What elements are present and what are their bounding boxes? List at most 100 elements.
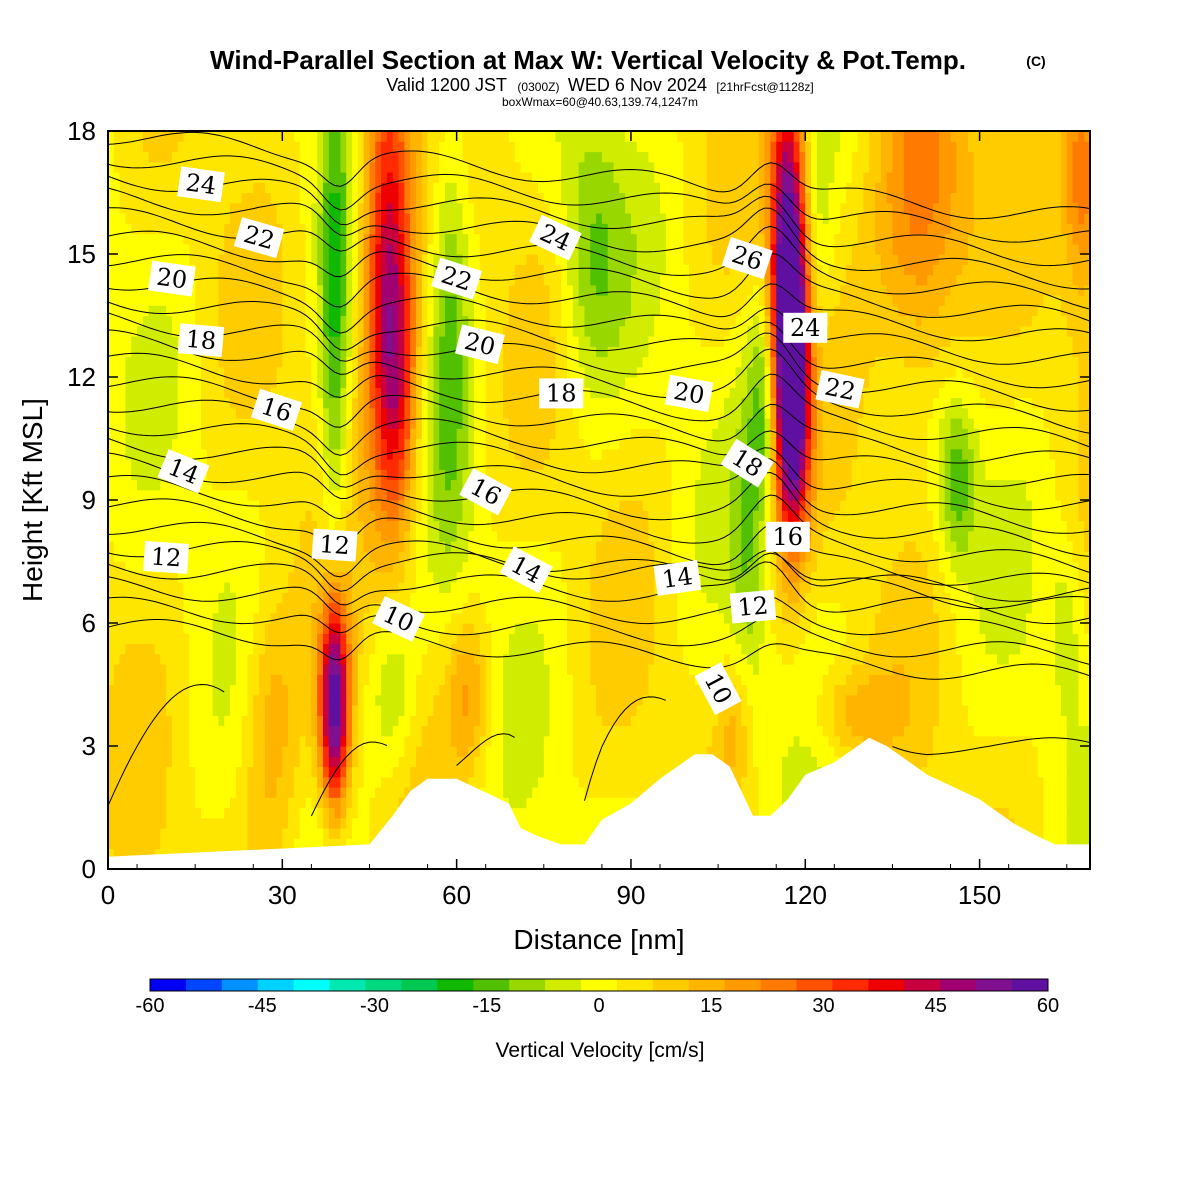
velocity-cell <box>357 131 365 142</box>
velocity-cell <box>253 807 260 819</box>
velocity-cell <box>137 756 144 768</box>
velocity-cell <box>113 438 121 450</box>
velocity-cell <box>299 161 307 173</box>
velocity-cell <box>224 530 231 542</box>
velocity-cell <box>322 510 330 522</box>
velocity-cell <box>241 243 249 255</box>
velocity-cell <box>462 633 469 645</box>
velocity-cell <box>410 674 417 686</box>
velocity-cell <box>497 192 504 204</box>
velocity-cell <box>415 571 423 583</box>
velocity-cell <box>421 315 429 327</box>
velocity-cell <box>485 141 493 153</box>
velocity-cell <box>381 305 388 317</box>
velocity-cell <box>113 623 121 634</box>
velocity-cell <box>299 315 307 327</box>
velocity-cell <box>363 336 371 347</box>
velocity-cell <box>462 756 469 768</box>
velocity-cell <box>137 469 144 481</box>
velocity-cell <box>160 643 167 655</box>
velocity-cell <box>212 541 219 552</box>
velocity-cell <box>293 479 301 491</box>
velocity-cell <box>468 418 475 429</box>
velocity-cell <box>415 428 423 440</box>
velocity-cell <box>352 254 359 265</box>
velocity-cell <box>177 797 185 809</box>
velocity-cell <box>479 520 487 532</box>
velocity-cell <box>404 438 411 450</box>
velocity-cell <box>224 602 231 614</box>
velocity-cell <box>357 828 365 839</box>
velocity-cell <box>305 592 312 604</box>
velocity-cell <box>421 397 429 409</box>
velocity-cell <box>160 151 167 163</box>
velocity-cell <box>160 776 167 788</box>
velocity-cell <box>148 612 156 624</box>
velocity-cell <box>166 295 173 306</box>
velocity-cell <box>334 674 342 686</box>
velocity-cell <box>352 787 359 798</box>
velocity-cell <box>276 295 283 306</box>
velocity-cell <box>410 489 417 501</box>
velocity-cell <box>206 797 214 809</box>
velocity-cell <box>293 459 301 470</box>
velocity-cell <box>305 807 312 819</box>
velocity-cell <box>125 407 132 419</box>
velocity-cell <box>131 295 138 306</box>
velocity-cell <box>137 448 144 460</box>
velocity-cell <box>322 592 330 604</box>
velocity-cell <box>392 202 400 214</box>
velocity-cell <box>421 715 429 727</box>
velocity-cell <box>433 151 440 163</box>
velocity-cell <box>474 705 481 716</box>
velocity-cell <box>328 346 336 358</box>
velocity-cell <box>224 161 231 173</box>
velocity-cell <box>241 131 249 142</box>
velocity-cell <box>299 233 307 245</box>
velocity-cell <box>491 325 498 337</box>
velocity-cell <box>468 448 475 460</box>
velocity-cell <box>404 346 411 358</box>
velocity-cell <box>183 664 190 675</box>
velocity-cell <box>160 530 167 542</box>
velocity-cell <box>369 664 376 675</box>
velocity-cell <box>427 674 434 686</box>
velocity-cell <box>253 356 260 368</box>
velocity-cell <box>288 182 295 194</box>
velocity-cell <box>456 530 464 542</box>
velocity-cell <box>183 192 190 204</box>
velocity-cell <box>171 725 179 737</box>
velocity-cell <box>299 684 307 696</box>
velocity-cell <box>142 489 150 501</box>
velocity-cell <box>293 530 301 542</box>
velocity-cell <box>218 459 225 470</box>
velocity-cell <box>113 602 121 614</box>
velocity-cell <box>154 202 161 214</box>
velocity-cell <box>497 428 504 440</box>
velocity-cell <box>317 264 324 276</box>
velocity-cell <box>160 428 167 440</box>
velocity-cell <box>433 223 440 235</box>
velocity-cell <box>166 571 173 583</box>
velocity-cell <box>456 500 464 511</box>
velocity-cell <box>206 643 214 655</box>
velocity-cell <box>224 633 231 645</box>
velocity-cell <box>247 131 254 142</box>
velocity-cell <box>404 397 411 409</box>
velocity-cell <box>392 766 400 778</box>
velocity-cell <box>131 674 138 686</box>
velocity-cell <box>311 817 318 829</box>
velocity-cell <box>311 448 318 460</box>
velocity-cell <box>439 489 446 501</box>
velocity-cell <box>148 192 156 204</box>
velocity-cell <box>230 571 237 583</box>
velocity-cell <box>154 377 161 388</box>
velocity-cell <box>491 315 498 327</box>
velocity-cell <box>131 397 138 409</box>
velocity-cell <box>200 776 208 788</box>
velocity-cell <box>276 643 283 655</box>
velocity-cell <box>479 172 487 183</box>
velocity-cell <box>352 182 359 194</box>
velocity-cell <box>375 315 382 327</box>
velocity-cell <box>439 407 446 419</box>
